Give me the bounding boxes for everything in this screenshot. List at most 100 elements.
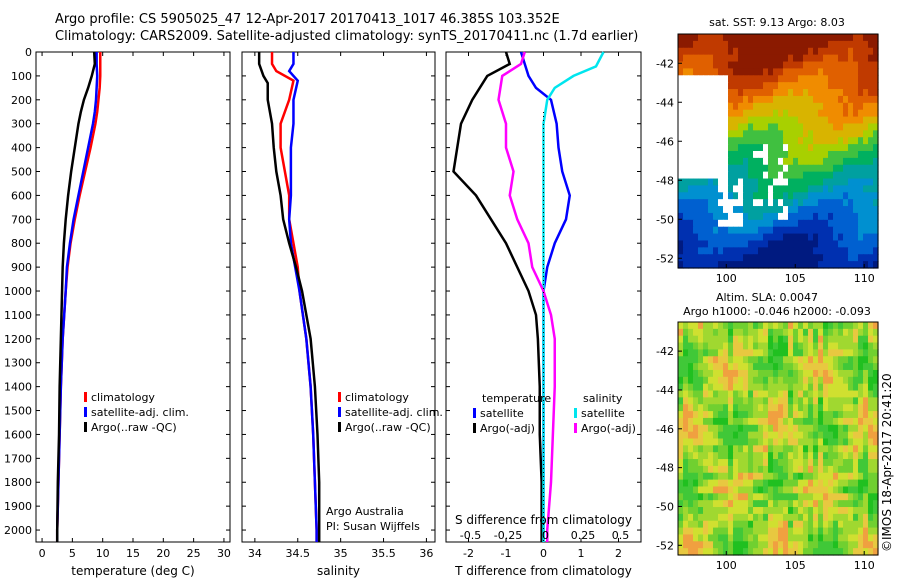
map-cell	[838, 356, 844, 364]
map-cell	[773, 247, 779, 255]
map-cell	[688, 417, 694, 426]
map-cell	[723, 199, 729, 207]
map-cell	[828, 445, 834, 453]
map-cell	[718, 34, 724, 42]
map-cell	[858, 130, 864, 138]
map-cell	[788, 254, 794, 262]
map-cell	[743, 68, 749, 76]
map-cell	[873, 130, 879, 138]
map-cell	[813, 185, 819, 193]
map-cell	[758, 376, 764, 385]
map-cell	[813, 465, 819, 474]
map-cell	[818, 322, 824, 330]
map-cell	[703, 157, 709, 166]
map-cell	[813, 438, 819, 446]
map-cell	[833, 548, 839, 556]
map-cell	[853, 322, 859, 330]
map-cell	[703, 144, 709, 152]
map-cell	[733, 411, 739, 419]
map-cell	[798, 520, 804, 529]
map-cell	[738, 541, 744, 549]
map-cell	[808, 500, 814, 508]
map-cell	[773, 411, 779, 419]
map-cell	[863, 452, 869, 460]
map-cell	[733, 493, 739, 501]
map-cell	[873, 342, 879, 351]
map-cell	[678, 240, 684, 248]
map-cell	[808, 335, 814, 344]
map-cell	[838, 61, 844, 70]
map-cell	[683, 520, 689, 529]
map-cell	[758, 233, 764, 242]
map-cell	[693, 349, 699, 357]
map-cell	[838, 240, 844, 248]
map-cell	[868, 75, 874, 83]
map-cell	[828, 233, 834, 242]
map-cell	[773, 206, 779, 214]
map-cell	[798, 34, 804, 42]
map-cell	[688, 233, 694, 242]
series-line-salinity-2	[257, 52, 321, 542]
map-cell	[803, 54, 809, 63]
map-cell	[743, 397, 749, 405]
map-cell	[793, 500, 799, 508]
map-cell	[793, 438, 799, 446]
map-cell	[858, 479, 864, 488]
map-cell	[688, 130, 694, 138]
map-cell	[808, 349, 814, 357]
map-cell	[863, 171, 869, 180]
map-cell	[748, 82, 754, 90]
map-cell	[823, 486, 829, 494]
map-cell	[773, 240, 779, 248]
map-cell	[873, 47, 879, 56]
map-cell	[768, 212, 774, 221]
map-cell	[703, 322, 709, 330]
map-cell	[763, 534, 769, 542]
map-cell	[803, 548, 809, 556]
map-cell	[683, 95, 689, 104]
map-cell	[828, 171, 834, 180]
map-cell	[828, 116, 834, 125]
map-cell	[703, 452, 709, 460]
map-cell	[863, 383, 869, 392]
map-cell	[793, 40, 799, 49]
map-cell	[763, 68, 769, 76]
map-cell	[873, 219, 879, 228]
map-cell	[808, 465, 814, 474]
map-cell	[803, 452, 809, 460]
map-y-tick-label: -50	[656, 213, 674, 226]
map-cell	[688, 369, 694, 378]
map-cell	[803, 247, 809, 255]
map-cell	[848, 109, 854, 118]
x-tick-label: 36	[419, 547, 433, 560]
map-cell	[813, 47, 819, 56]
map-cell	[763, 109, 769, 118]
map-cell	[808, 397, 814, 405]
map-cell	[768, 424, 774, 433]
map-cell	[828, 397, 834, 405]
map-cell	[733, 404, 739, 412]
map-cell	[803, 438, 809, 446]
map-cell	[713, 34, 719, 42]
map-cell	[838, 465, 844, 474]
map-cell	[828, 438, 834, 446]
map-cell	[858, 261, 864, 269]
map-cell	[868, 109, 874, 118]
map-cell	[688, 363, 694, 371]
map-cell	[753, 240, 759, 248]
series-line-difference-3	[497, 51, 556, 542]
map-cell	[708, 185, 714, 193]
map-cell	[763, 507, 769, 515]
map-cell	[753, 192, 759, 200]
map-cell	[753, 445, 759, 453]
legend-title: salinity	[583, 392, 623, 405]
map-cell	[763, 342, 769, 351]
map-cell	[798, 212, 804, 221]
map-cell	[803, 472, 809, 481]
map-cell	[753, 247, 759, 255]
map-cell	[698, 102, 704, 111]
map-cell	[738, 369, 744, 378]
map-cell	[753, 178, 759, 187]
map-cell	[728, 164, 734, 173]
map-cell	[758, 513, 764, 522]
